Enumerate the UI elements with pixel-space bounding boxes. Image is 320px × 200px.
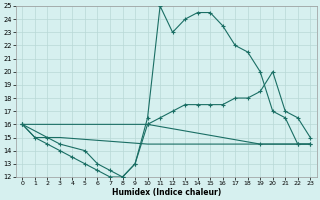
X-axis label: Humidex (Indice chaleur): Humidex (Indice chaleur) — [112, 188, 221, 197]
